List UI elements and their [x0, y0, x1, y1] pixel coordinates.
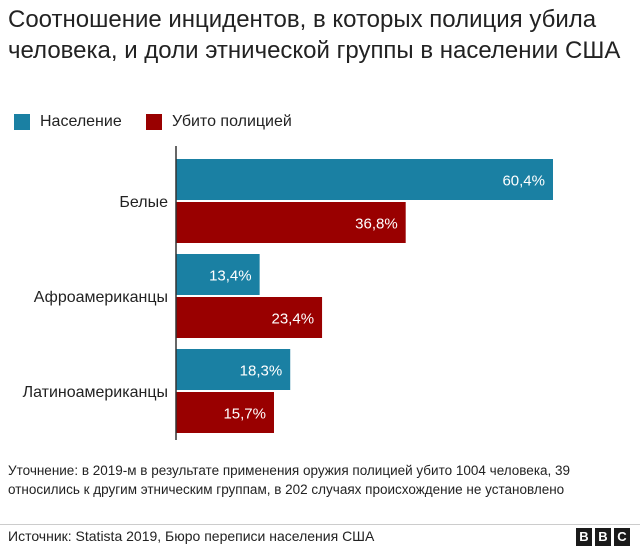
bar-value-label: 18,3%	[240, 363, 283, 380]
bar-value-label: 36,8%	[355, 216, 398, 233]
bar-population	[176, 254, 260, 295]
footnote: Уточнение: в 2019-м в результате примене…	[8, 463, 571, 497]
logo-letter: B	[576, 528, 592, 546]
bar-killed	[176, 202, 406, 243]
category-label: Латиноамериканцы	[23, 384, 168, 401]
bar-value-label: 23,4%	[272, 311, 315, 328]
chart-title: Соотношение инцидентов, в которых полици…	[8, 6, 621, 64]
bar-value-label: 13,4%	[209, 268, 252, 285]
footer-divider	[0, 524, 640, 525]
bar-value-label: 60,4%	[502, 173, 545, 190]
category-label: Афроамериканцы	[34, 289, 168, 306]
legend-label-killed: Убито полицией	[172, 113, 292, 130]
bar-killed	[176, 392, 274, 433]
logo-letter: C	[614, 528, 630, 546]
bar-chart: Белые 60,4% 36,8% Афроамериканцы 13,4% 23,4% Л…	[23, 146, 553, 440]
legend-swatch-population	[14, 114, 30, 130]
category-label: Белые	[119, 194, 168, 211]
source-text: Источник: Statista 2019, Бюро переписи н…	[8, 528, 375, 544]
bar-value-label: 15,7%	[223, 406, 266, 423]
legend-label-population: Население	[40, 113, 122, 130]
bar-killed	[176, 297, 323, 338]
bar-population	[176, 349, 291, 390]
legend-swatch-killed	[146, 114, 162, 130]
logo-letter: B	[595, 528, 611, 546]
bar-population	[176, 159, 553, 200]
bbc-logo: B B C	[576, 528, 630, 546]
